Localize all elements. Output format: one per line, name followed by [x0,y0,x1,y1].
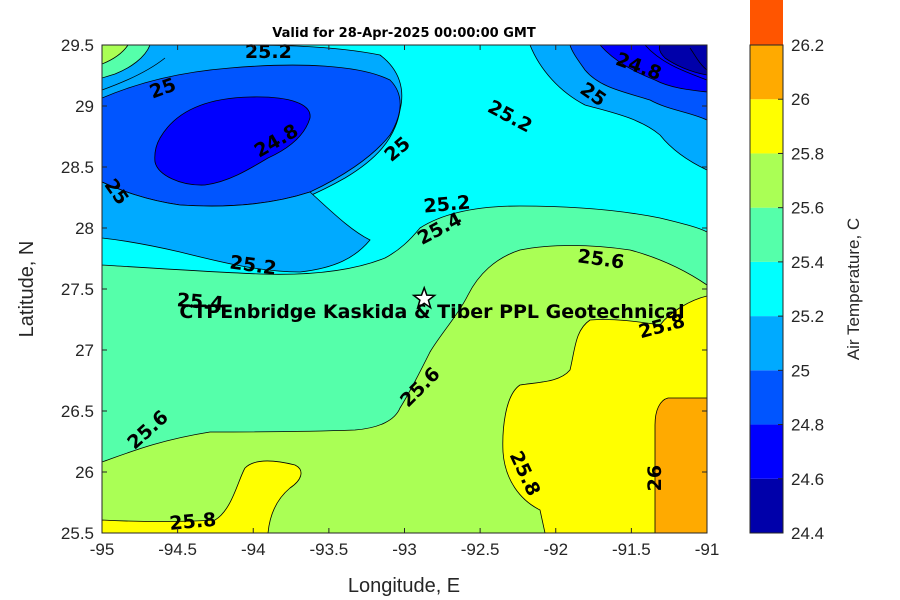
colorbar-tick-label: 25.4 [791,253,824,272]
site-label: CTPEnbridge Kaskida & Tiber PPL Geotechn… [179,301,684,323]
x-axis: -95 -94.5 -94 -93.5 -93 -92.5 -92 -91.5 -91 [90,45,720,559]
x-tick-label: -94.5 [158,540,197,559]
colorbar-tick-label: 25.6 [791,199,824,218]
contour-label: 25.2 [423,192,472,218]
x-tick-label: -91.5 [612,540,651,559]
y-tick-label: 25.5 [61,524,94,543]
colorbar-swatch [750,478,783,533]
contour-label: 25.8 [169,509,218,535]
colorbar-tick-label: 26.2 [791,36,824,55]
y-tick-label: 26.5 [61,402,94,421]
contour-region-25.0-lower [102,181,371,273]
x-tick-label: -94 [241,540,266,559]
contour-region-24.4-topright [658,45,707,76]
colorbar-swatch [750,0,783,45]
y-tick-label: 29.5 [61,36,94,55]
contour-label: 25.2 [245,41,292,63]
colorbar-tick-label: 25 [791,361,810,380]
x-tick-label: -92.5 [461,540,500,559]
colorbar-swatch [750,261,783,317]
contour-region-24.6 [154,96,311,186]
colorbar-tick-label: 26 [791,90,810,109]
contour-region-25.8-left [102,460,302,533]
site-marker-group: CTPEnbridge Kaskida & Tiber PPL Geotechn… [179,285,685,323]
colorbar-swatch [750,316,783,371]
x-tick-label: -95 [90,540,115,559]
colorbar-swatch [750,424,783,479]
colorbar-tick-label: 24.6 [791,470,824,489]
site-star-marker [411,285,437,310]
colorbar-frame [749,44,784,534]
y-tick-label: 29 [75,97,94,116]
x-tick-label: -93 [392,540,417,559]
colorbar-tick-label: 25.2 [791,307,824,326]
y-tick-label: 28.5 [61,158,94,177]
y-axis: 25.5 26 26.5 27 27.5 28 28.5 29 29.5 [61,36,707,543]
x-tick-label: -93.5 [310,540,349,559]
colorbar-title: Air Temperature, C [844,218,863,360]
colorbar-swatch [750,153,783,208]
colorbar-swatch [750,370,783,425]
colorbar-swatch [750,99,783,154]
y-tick-label: 27.5 [61,280,94,299]
contour-line [644,45,707,81]
colorbar: 24.4 24.6 24.8 25 25.2 25.4 25.6 25.8 26 26.2 [749,0,824,543]
y-tick-label: 26 [75,463,94,482]
contour-line [689,47,707,71]
colorbar-swatch [750,45,783,100]
contour-line [102,57,166,91]
contour-fill-layer [102,45,707,533]
x-tick-label: -91 [695,540,720,559]
contour-label: 26 [644,465,666,491]
y-tick-label: 27 [75,341,94,360]
x-tick-label: -92 [543,540,568,559]
y-axis-title: Latitude, N [16,241,38,338]
y-tick-label: 28 [75,219,94,238]
plot-title: Valid for 28-Apr-2025 00:00:00 GMT [272,26,536,41]
colorbar-swatch [750,207,783,262]
colorbar-tick-label: 25.8 [791,144,824,163]
contour-region-26.0 [654,397,707,533]
x-axis-title: Longitude, E [348,575,460,597]
contour-label: 25.4 [176,289,225,315]
colorbar-tick-label: 24.8 [791,416,824,435]
colorbar-tick-label: 24.4 [791,524,824,543]
